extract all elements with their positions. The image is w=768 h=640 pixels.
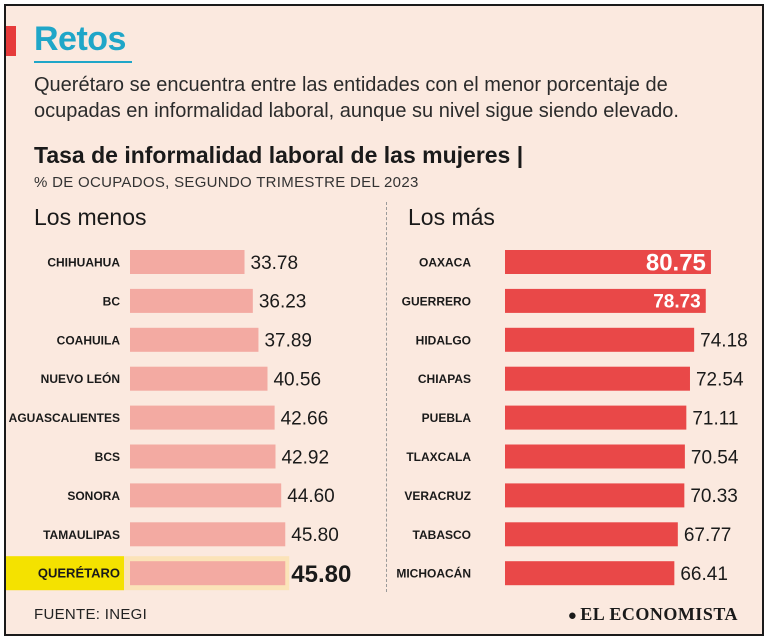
value-label: 80.75 xyxy=(646,250,706,277)
panel-title-lowest: Los menos xyxy=(34,204,147,230)
bar xyxy=(130,288,253,313)
value-label: 70.33 xyxy=(690,486,738,507)
category-label: COAHUILA xyxy=(57,333,121,347)
category-label: QUERÉTARO xyxy=(38,566,120,581)
value-label: 33.78 xyxy=(251,253,299,274)
panel-divider xyxy=(386,202,387,592)
intro-text: Querétaro se encuentra entre las entidad… xyxy=(34,74,679,122)
chart-title: Tasa de informalidad laboral de las muje… xyxy=(34,142,524,168)
globe-icon: ● xyxy=(567,608,578,624)
bar xyxy=(130,250,245,274)
accent-bar xyxy=(6,26,16,56)
value-label: 40.56 xyxy=(273,370,321,391)
category-label: OAXACA xyxy=(419,256,471,270)
category-label: PUEBLA xyxy=(422,411,472,425)
bar xyxy=(130,405,275,430)
section-tag: Retos xyxy=(34,20,126,58)
bar xyxy=(505,327,695,352)
value-label: 66.41 xyxy=(680,564,728,585)
value-label: 42.66 xyxy=(281,408,329,429)
value-label: 42.92 xyxy=(281,447,329,468)
logo-text: EL ECONOMISTA xyxy=(580,604,738,624)
value-label: 78.73 xyxy=(653,292,701,313)
value-label: 74.18 xyxy=(700,331,748,352)
value-label: 67.77 xyxy=(684,525,732,546)
tag-underline xyxy=(34,61,132,63)
bar xyxy=(505,561,675,586)
category-label: SONORA xyxy=(67,489,120,503)
category-label: HIDALGO xyxy=(416,333,471,347)
value-label: 45.80 xyxy=(291,525,339,546)
category-label: TABASCO xyxy=(413,528,471,542)
value-label: 71.11 xyxy=(692,408,738,429)
category-label: NUEVO LEÓN xyxy=(41,371,120,386)
category-label: GUERRERO xyxy=(402,294,471,308)
value-label: 36.23 xyxy=(259,292,307,313)
source-note: FUENTE: INEGI xyxy=(34,606,148,623)
value-label: 37.89 xyxy=(264,331,312,352)
bar-chart: CHIHUAHUA 33.78 BC 36.23 COAHUILA 37.89 NUEVO … xyxy=(6,250,748,591)
category-label: MICHOACÁN xyxy=(396,566,471,581)
infographic-card: Retos Querétaro se encuentra entre las e… xyxy=(4,4,764,636)
category-label: CHIHUAHUA xyxy=(47,256,120,270)
bar xyxy=(130,327,259,352)
category-label: TAMAULIPAS xyxy=(43,528,120,542)
bar xyxy=(130,483,282,508)
category-label: BCS xyxy=(95,450,120,464)
bar xyxy=(505,366,690,391)
highlight-label-bg xyxy=(6,556,124,591)
bar xyxy=(505,405,687,430)
bar xyxy=(130,522,286,547)
bar xyxy=(505,288,706,313)
bar xyxy=(505,522,678,547)
bar xyxy=(505,250,711,274)
category-label: TLAXCALA xyxy=(406,450,471,464)
bar xyxy=(505,444,685,469)
category-label: CHIAPAS xyxy=(418,372,471,386)
bar xyxy=(505,483,685,508)
category-label: AGUASCALIENTES xyxy=(9,411,120,425)
bar xyxy=(130,444,276,469)
chart-subtitle: % DE OCUPADOS, SEGUNDO TRIMESTRE DEL 202… xyxy=(34,174,419,191)
panel-title-highest: Los más xyxy=(408,204,495,230)
bar xyxy=(130,561,286,586)
category-label: BC xyxy=(103,294,121,308)
value-label: 44.60 xyxy=(287,486,335,507)
value-label: 70.54 xyxy=(691,447,739,468)
value-label: 45.80 xyxy=(291,561,351,588)
publisher-logo: ● EL ECONOMISTA xyxy=(568,604,738,625)
category-label: VERACRUZ xyxy=(404,489,471,503)
bar xyxy=(130,366,268,391)
value-label: 72.54 xyxy=(696,370,744,391)
